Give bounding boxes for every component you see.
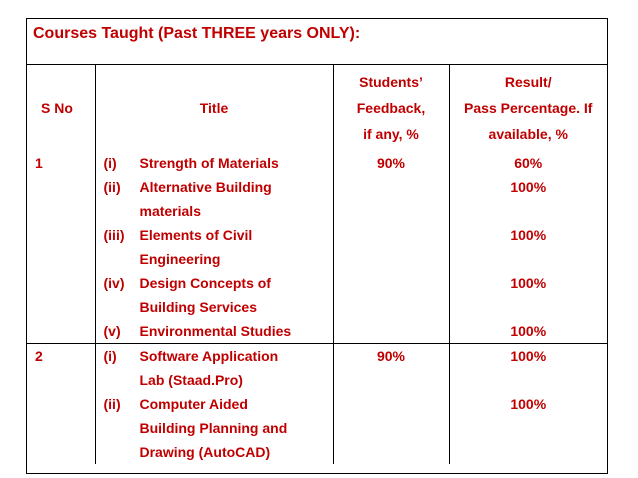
row-courses: (i) Strength of Materials (ii) Alternative … bbox=[94, 151, 334, 344]
course-item: (ii) Computer Aided Building Planning and D… bbox=[104, 392, 333, 464]
course-title-line: Alternative Building bbox=[139, 179, 272, 195]
course-title: Strength of Materials bbox=[140, 151, 333, 175]
course-title-line: Building Planning and bbox=[139, 420, 288, 436]
course-title: Environmental Studies bbox=[140, 319, 333, 343]
course-number: (i) bbox=[103, 348, 117, 364]
result-spacer bbox=[450, 440, 608, 464]
course-number: (ii) bbox=[103, 179, 121, 195]
course-title: Design Concepts of Building Services bbox=[140, 271, 333, 319]
course-title-line: Building Services bbox=[139, 299, 257, 315]
result-spacer bbox=[450, 295, 608, 319]
course-number: (v) bbox=[103, 323, 121, 339]
header-title: Title bbox=[94, 65, 334, 151]
course-title-line: Strength of Materials bbox=[139, 155, 279, 171]
row-feedback: 90% bbox=[332, 343, 450, 464]
row-results: 100% 100% bbox=[448, 343, 608, 464]
courses-table: S No Title Students’ Feedback, if any, %… bbox=[27, 65, 607, 464]
course-title-line: Drawing (AutoCAD) bbox=[139, 444, 271, 460]
row-sno: 2 bbox=[27, 343, 96, 464]
course-item: (iv) Design Concepts of Building Services bbox=[104, 271, 333, 319]
courses-table-frame: Courses Taught (Past THREE years ONLY): … bbox=[26, 18, 608, 474]
course-item: (i) Software Application Lab (Staad.Pro) bbox=[104, 344, 333, 392]
course-number: (iv) bbox=[103, 275, 125, 291]
header-result-line: available, % bbox=[488, 126, 568, 142]
row-courses: (i) Software Application Lab (Staad.Pro) (i… bbox=[94, 343, 334, 464]
course-title-line: Lab (Staad.Pro) bbox=[139, 372, 243, 388]
course-title: Computer Aided Building Planning and Drawi… bbox=[140, 392, 333, 464]
course-title-line: materials bbox=[139, 203, 201, 219]
table-row: 1 (i) Strength of Materials (ii) Alternative… bbox=[27, 151, 607, 344]
course-title: Alternative Building materials bbox=[140, 175, 333, 223]
course-title-line: Design Concepts of bbox=[139, 275, 271, 291]
header-feedback: Students’ Feedback, if any, % bbox=[332, 65, 450, 151]
course-title-line: Engineering bbox=[139, 251, 221, 267]
course-item: (i) Strength of Materials bbox=[104, 151, 333, 175]
course-result: 100% bbox=[510, 323, 547, 339]
course-item: (ii) Alternative Building materials bbox=[104, 175, 333, 223]
header-row: S No Title Students’ Feedback, if any, %… bbox=[27, 65, 607, 151]
course-result: 100% bbox=[510, 227, 547, 243]
result-spacer bbox=[450, 368, 608, 392]
header-feedback-line: Feedback, bbox=[356, 100, 426, 116]
course-result: 100% bbox=[510, 396, 547, 412]
course-title: Elements of Civil Engineering bbox=[140, 223, 333, 271]
row-results: 60% 100% 100% 100% 100% bbox=[448, 151, 608, 344]
course-item: (v) Environmental Studies bbox=[104, 319, 333, 343]
course-item: (iii) Elements of Civil Engineering bbox=[104, 223, 333, 271]
header-result-line: Result/ bbox=[504, 74, 552, 90]
course-result: 100% bbox=[510, 275, 547, 291]
header-result: Result/ Pass Percentage. If available, % bbox=[448, 65, 607, 151]
course-title-line: Computer Aided bbox=[139, 396, 248, 412]
section-title: Courses Taught (Past THREE years ONLY): bbox=[27, 19, 607, 65]
course-number: (ii) bbox=[103, 396, 121, 412]
course-result: 100% bbox=[510, 179, 547, 195]
course-number: (i) bbox=[103, 155, 117, 171]
result-spacer bbox=[450, 247, 608, 271]
header-sno: S No bbox=[27, 65, 96, 151]
course-result: 60% bbox=[514, 155, 543, 171]
course-title-line: Environmental Studies bbox=[139, 323, 292, 339]
course-title-line: Elements of Civil bbox=[139, 227, 253, 243]
header-result-line: Pass Percentage. If bbox=[464, 100, 593, 116]
course-result: 100% bbox=[510, 348, 547, 364]
result-spacer bbox=[450, 199, 608, 223]
header-feedback-line: if any, % bbox=[363, 126, 419, 142]
course-title: Software Application Lab (Staad.Pro) bbox=[140, 344, 333, 392]
course-number: (iii) bbox=[103, 227, 125, 243]
table-row: 2 (i) Software Application Lab (Staad.Pro)(… bbox=[27, 343, 608, 464]
row-feedback: 90% bbox=[332, 151, 450, 344]
header-feedback-line: Students’ bbox=[359, 74, 423, 90]
result-spacer bbox=[450, 416, 608, 440]
row-sno: 1 bbox=[27, 151, 96, 344]
course-title-line: Software Application bbox=[139, 348, 279, 364]
